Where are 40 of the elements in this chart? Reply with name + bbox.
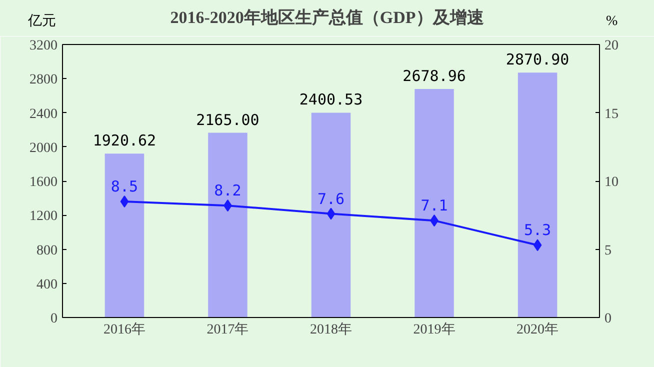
y-tick-label: 1600 — [30, 175, 58, 190]
x-tick-label: 2020年 — [516, 322, 559, 338]
data-label: 2678.96 — [402, 66, 466, 85]
data-label: 5.3 — [524, 221, 552, 240]
x-tick-label: 2019年 — [413, 322, 456, 338]
y-tick-label: 400 — [36, 277, 58, 292]
chart-title: 2016-2020年地区生产总值（GDP）及增速 — [170, 8, 484, 27]
point — [326, 208, 336, 220]
data-label: 2870.90 — [506, 50, 570, 69]
data-label: 8.5 — [110, 177, 138, 196]
data-label: 1920.62 — [92, 132, 156, 150]
data-label: 8.2 — [214, 182, 242, 200]
y-tick-label: 2000 — [30, 140, 58, 156]
y-tick-label: 800 — [36, 243, 58, 258]
y2-tick-label: 15 — [604, 106, 618, 122]
bar — [208, 132, 248, 318]
point — [533, 239, 542, 252]
bar — [414, 88, 454, 318]
x-tick-label: 2017年 — [206, 322, 249, 338]
y-tick-label: 2400 — [30, 106, 58, 122]
data-label: 7.1 — [420, 196, 448, 215]
data-label: 2165.00 — [196, 110, 260, 129]
y2-tick-label: 10 — [604, 175, 618, 190]
y-tick-label: 3200 — [30, 38, 58, 54]
y2-tick-label: 5 — [604, 243, 612, 258]
y2-tick-label: 20 — [604, 38, 618, 54]
y-axis-title: 亿元 — [28, 13, 56, 31]
y-tick-label: 0 — [50, 312, 58, 326]
y2-axis-title: % — [606, 13, 618, 31]
point — [120, 195, 129, 208]
bar — [104, 154, 144, 318]
y2-tick-label: 0 — [604, 312, 612, 326]
bar — [518, 72, 558, 318]
x-tick-label: 2018年 — [310, 322, 352, 338]
y-tick-label: 2800 — [30, 72, 58, 88]
data-label: 7.6 — [317, 190, 345, 208]
data-label: 2400.53 — [299, 90, 363, 109]
y-tick-label: 1200 — [30, 209, 58, 224]
x-tick-label: 2016年 — [103, 322, 146, 338]
bar — [311, 112, 351, 318]
